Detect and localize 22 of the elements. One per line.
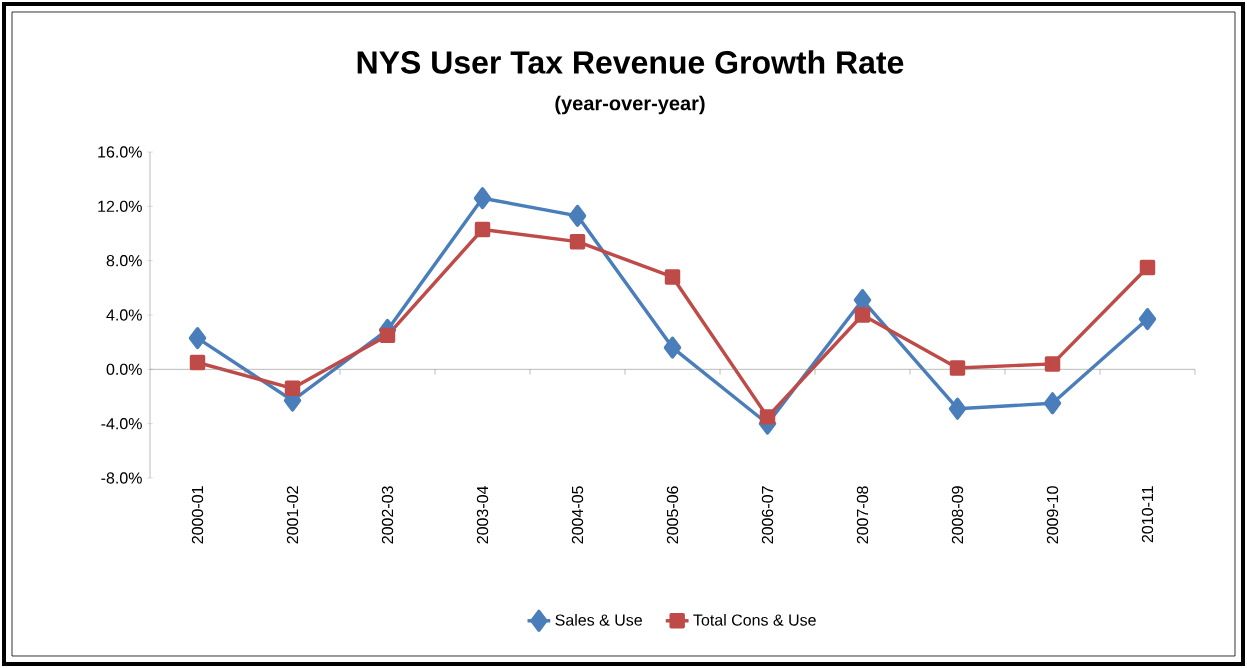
y-tick-label: -4.0% bbox=[101, 418, 142, 430]
chart-title: NYS User Tax Revenue Growth Rate bbox=[357, 50, 904, 74]
x-tick-label: 2000-01 bbox=[191, 486, 204, 544]
x-tick-label: 2008-09 bbox=[951, 486, 964, 544]
y-tick-label: 12.0% bbox=[98, 200, 142, 212]
x-tick-label: 2004-05 bbox=[571, 486, 584, 544]
y-tick-label: 16.0% bbox=[98, 146, 142, 158]
x-tick-label: 2010-11 bbox=[1141, 486, 1154, 543]
y-tick-label: 0.0% bbox=[106, 363, 142, 375]
x-tick-label: 2009-10 bbox=[1046, 486, 1059, 544]
x-tick-label: 2005-06 bbox=[666, 486, 679, 544]
y-tick-label: 4.0% bbox=[106, 309, 142, 321]
x-tick-label: 2006-07 bbox=[761, 486, 774, 544]
legend-label: Total Cons & Use bbox=[693, 613, 816, 626]
x-tick-label: 2007-08 bbox=[856, 486, 869, 544]
chart-subtitle: (year-over-year) bbox=[555, 95, 705, 115]
x-tick-label: 2002-03 bbox=[381, 486, 394, 544]
legend-label: Sales & Use bbox=[555, 613, 642, 626]
y-tick-label: -8.0% bbox=[101, 472, 142, 484]
x-tick-label: 2003-04 bbox=[476, 486, 489, 544]
y-tick-label: 8.0% bbox=[106, 255, 142, 267]
x-tick-label: 2001-02 bbox=[286, 486, 299, 544]
